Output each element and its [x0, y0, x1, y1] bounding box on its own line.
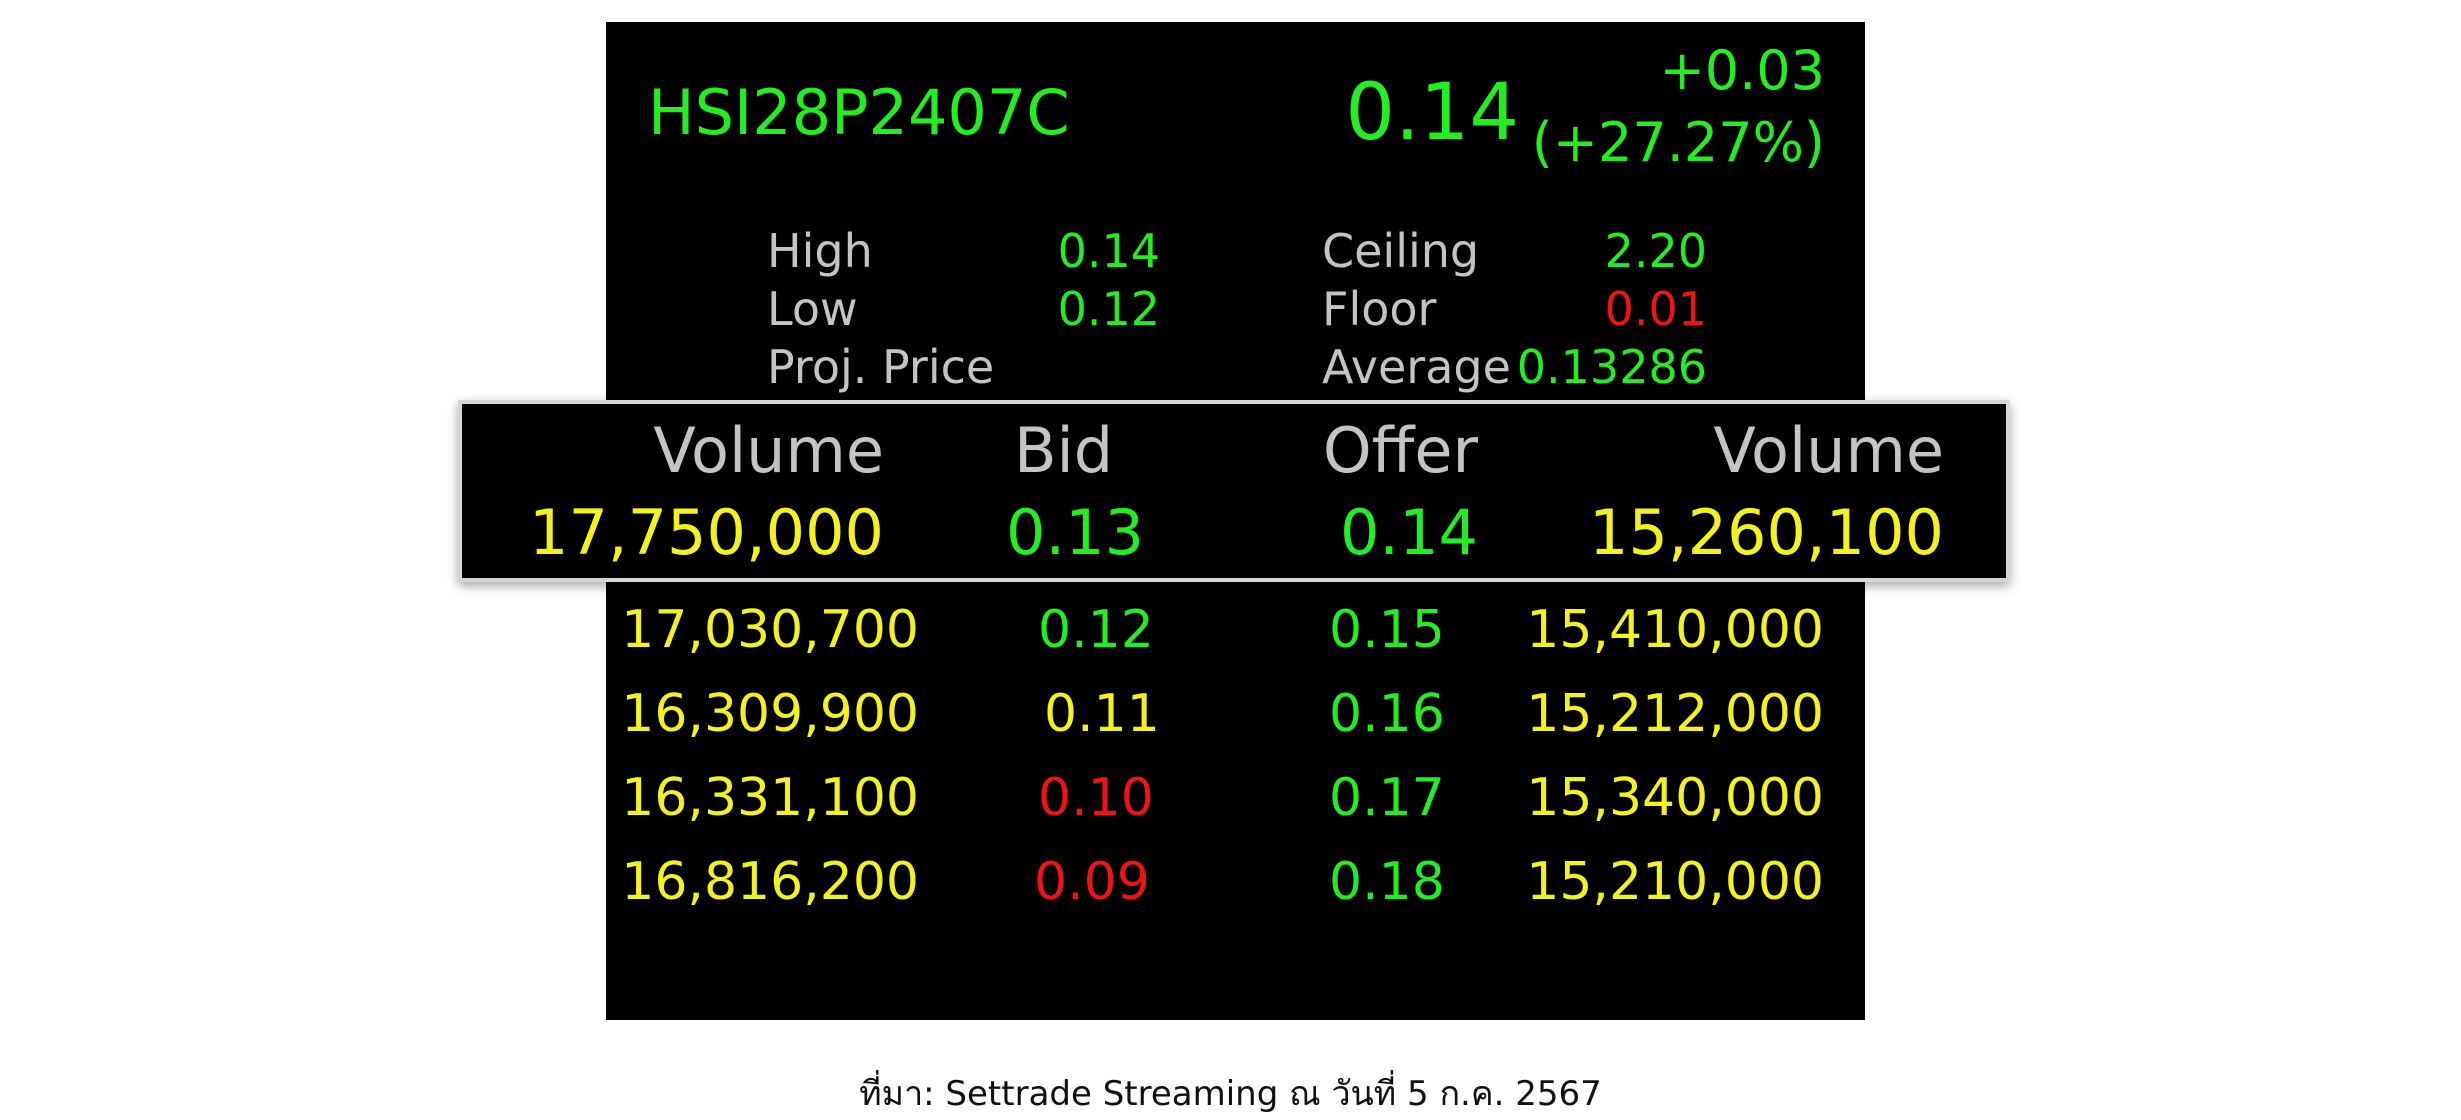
best-bid: 0.13: [1006, 496, 1145, 569]
ceiling-value: 2.20: [1604, 224, 1707, 278]
row-4-bid-volume: 16,816,200: [621, 852, 919, 912]
high-label: High: [767, 224, 873, 278]
row-1-offer-volume-text: 15,410,000: [1526, 600, 1824, 660]
last-price: 0.14: [1345, 68, 1519, 158]
high-value: 0.14: [1057, 224, 1160, 278]
row-3-offer: 0.17: [1329, 768, 1445, 828]
best-bid-offer-box: Volume Bid Offer Volume 17,750,000 0.13 …: [458, 400, 2010, 582]
row-3-offer-volume-text: 15,340,000: [1526, 768, 1824, 828]
floor-label: Floor: [1322, 282, 1437, 336]
low-value: 0.12: [1057, 282, 1160, 336]
average-label: Average: [1322, 340, 1511, 394]
bid-volume-header: Volume: [653, 414, 884, 487]
row-1-offer: 0.15: [1329, 600, 1445, 660]
best-bid-volume: 17,750,000: [529, 496, 884, 569]
best-offer-volume: 15,260,100: [1589, 496, 1944, 569]
symbol-name: HSI28P2407C: [648, 76, 1070, 149]
offer-volume-header: Volume: [1713, 414, 1944, 487]
row-4-offer-volume-text: 15,210,000: [1526, 852, 1824, 912]
row-1-bid: 0.12: [1038, 600, 1154, 660]
best-offer: 0.14: [1339, 496, 1478, 569]
floor-value: 0.01: [1604, 282, 1707, 336]
low-label: Low: [767, 282, 858, 336]
proj-price-label: Proj. Price: [767, 340, 995, 394]
row-2-offer: 0.16: [1329, 684, 1445, 744]
row-2-offer-volume-text: 15,212,000: [1526, 684, 1824, 744]
ceiling-label: Ceiling: [1322, 224, 1480, 278]
average-value: 0.13286: [1516, 340, 1707, 394]
row-2-bid-volume: 16,309,900: [621, 684, 919, 744]
row-4-offer: 0.18: [1329, 852, 1445, 912]
row-4-bid: 0.09: [1034, 852, 1150, 912]
offer-header: Offer: [1322, 414, 1478, 487]
source-caption: ที่มา: Settrade Streaming ณ วันที่ 5 ก.ค…: [859, 1074, 1602, 1114]
row-3-bid-volume: 16,331,100: [621, 768, 919, 828]
row-3-bid: 0.10: [1038, 768, 1154, 828]
row-1-bid-volume: 17,030,700: [621, 600, 919, 660]
bid-header: Bid: [1014, 414, 1114, 487]
price-change-percent: (+27.27%): [1531, 111, 1825, 174]
price-change: +0.03: [1659, 39, 1825, 102]
row-2-bid: 0.11: [1044, 684, 1160, 744]
